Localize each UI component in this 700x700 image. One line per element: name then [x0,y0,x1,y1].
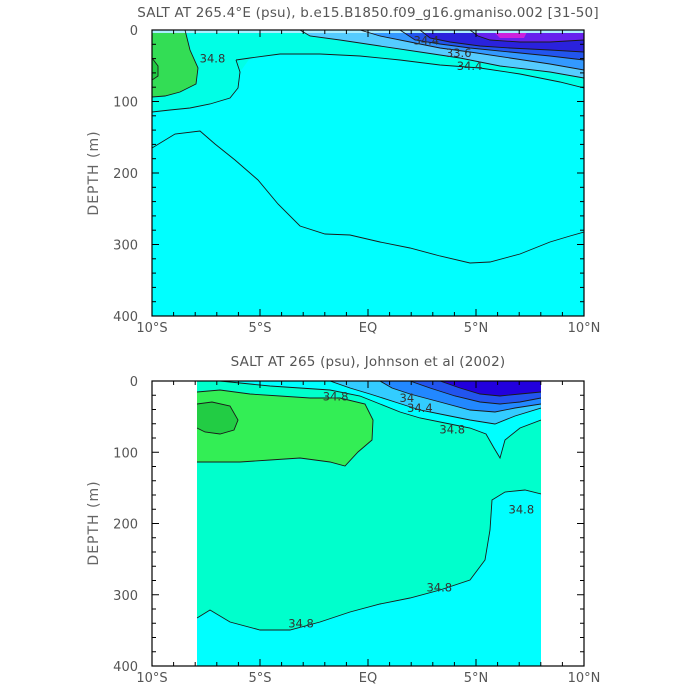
bottom-y-axis: 0 100 200 300 400 [113,375,584,675]
top-region-salty-inner [152,58,158,80]
bottom-contour-label: 34.8 [439,422,465,436]
top-contour-deep [152,130,584,264]
top-filled-contours: 34.834.433.634.4 [152,30,584,316]
top-contour-33-8 [419,30,584,53]
top-contour-labels: 34.834.433.634.4 [200,34,483,73]
top-x-tick-label: 5°S [248,321,271,336]
bottom-contour-34-4 [329,381,541,425]
top-contour-label: 34.8 [200,52,226,66]
bottom-y-tick-label: 0 [130,375,138,390]
bottom-y-tick-label: 400 [113,660,138,675]
bottom-contour-salty-core [197,401,239,435]
top-panel: SALT AT 265.4°E (psu), b.e15.B1850.f09_g… [86,5,600,336]
top-contour-34-2 [359,30,584,71]
top-y-tick-label: 100 [113,96,138,111]
bottom-y-tick-label: 200 [113,518,138,533]
top-y-tick-label: 200 [113,167,138,182]
top-contour-salty-inner-2 [152,57,159,81]
bottom-region-fresh-3 [440,381,541,396]
top-x-tick-label: 10°N [568,321,601,336]
bottom-x-tick-label: 5°N [464,671,489,686]
bottom-contour-label: 34.8 [288,616,314,630]
top-contour-33-6 [469,30,584,43]
top-contour-label: 34.4 [414,34,440,48]
bottom-y-tick-label: 100 [113,446,138,461]
top-contour-34-4 [299,30,584,79]
bottom-contour-label: 34.4 [407,401,433,415]
top-contour-salty-core [152,59,241,113]
bottom-contour-label: 34.8 [509,502,535,516]
top-contour-34-0 [399,30,584,61]
bottom-contour-34-0 [379,381,541,413]
top-y-tick-label: 0 [130,24,138,39]
bottom-panel-title: SALT AT 265 (psu), Johnson et al (2002) [231,354,506,370]
bottom-x-tick-label: 10°S [136,671,167,686]
bottom-contour-33-6 [439,381,541,397]
bottom-y-axis-label: DEPTH (m) [86,480,102,565]
bottom-x-tick-label: EQ [359,671,377,686]
top-y-axis-label: DEPTH (m) [86,130,102,215]
top-x-tick-label: 10°S [136,321,167,336]
bottom-region-salty-core [197,402,238,434]
bottom-region-salty [197,390,373,466]
top-contour-34-8 [235,53,584,89]
bottom-contour-34-8-upper [219,381,541,460]
bottom-contour-34-8-deep [197,489,541,631]
bottom-contour-label: 34.8 [426,581,452,595]
top-region-salty-core [152,30,198,97]
top-x-tick-label: EQ [359,321,377,336]
top-y-tick-label: 400 [113,310,138,325]
top-y-tick-label: 300 [113,239,138,254]
top-contour-salty-inner [152,30,199,98]
top-y-axis: 0 100 200 300 400 [113,24,584,325]
top-x-axis: 10°S 5°S EQ 5°N 10°N [136,30,600,336]
bottom-contour-label: 34 [400,391,415,405]
top-x-tick-label: 5°N [464,321,489,336]
bottom-x-axis: 10°S 5°S EQ 5°N 10°N [136,381,600,686]
top-contour-label: 34.4 [457,59,483,73]
top-panel-title: SALT AT 265.4°E (psu), b.e15.B1850.f09_g… [137,5,599,21]
bottom-x-tick-label: 10°N [568,671,601,686]
top-contour-label: 33.6 [446,46,472,60]
bottom-contour-salty [197,389,374,467]
bottom-y-tick-label: 300 [113,589,138,604]
bottom-contour-33-8 [409,381,541,405]
bottom-panel: SALT AT 265 (psu), Johnson et al (2002) … [86,354,600,686]
bottom-x-tick-label: 5°S [248,671,271,686]
bottom-contour-label: 34.8 [323,390,349,404]
